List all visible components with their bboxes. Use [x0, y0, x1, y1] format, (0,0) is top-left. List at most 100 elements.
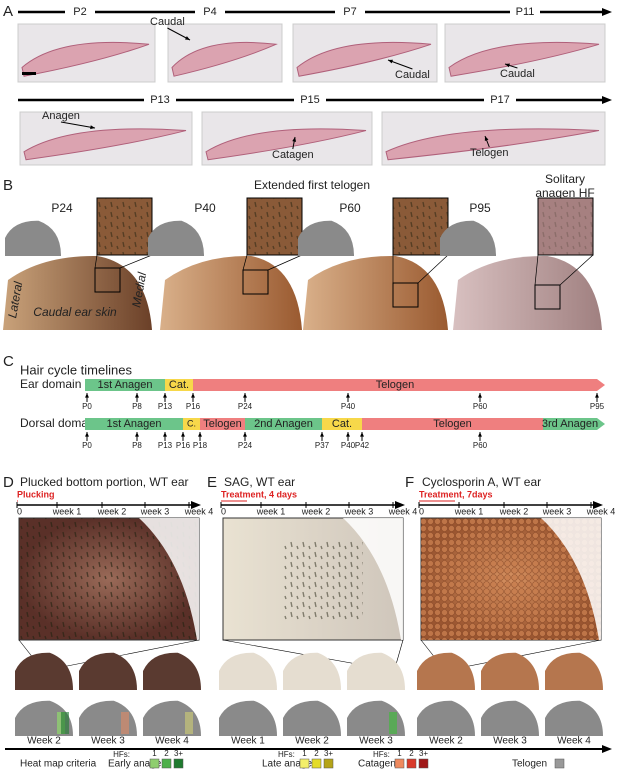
- annotation: Catagen: [272, 149, 314, 161]
- legend-count: 1: [302, 749, 307, 758]
- week-label: week 4: [586, 506, 616, 516]
- tick-label: P24: [238, 441, 253, 450]
- ear-silhouette: [347, 652, 405, 690]
- pointer-head: [346, 393, 350, 398]
- ear-silhouette: [143, 652, 201, 690]
- phase-segment: [543, 418, 605, 430]
- ear-edge: [139, 518, 199, 640]
- week-label: week 3: [344, 506, 374, 516]
- annotation: Anagen: [42, 110, 80, 122]
- tissue-section: [21, 41, 150, 77]
- phase-segment: [183, 418, 205, 430]
- pointer-head: [505, 63, 510, 68]
- heatmap-label: Week 3: [493, 736, 527, 747]
- caption: Caudal ear skin: [33, 305, 117, 319]
- legend-swatch: [394, 758, 405, 769]
- arrow-head: [602, 745, 612, 753]
- ear-silhouette: [545, 700, 603, 736]
- tick-label: P13: [158, 441, 173, 450]
- heatmap-label: Week 4: [557, 736, 591, 747]
- heatmap-spot: [121, 712, 129, 734]
- legend-swatch: [149, 758, 160, 769]
- panel-title: SAG, WT ear: [224, 475, 295, 489]
- panel-letter: A: [3, 3, 13, 20]
- ear-silhouette: [481, 700, 539, 736]
- annotation: Telogen: [470, 147, 509, 159]
- pointer-head: [163, 393, 167, 398]
- pointer-head: [360, 432, 364, 437]
- panel-letter: D: [3, 474, 14, 491]
- tick-label: P24: [238, 402, 253, 411]
- zoom-line: [534, 254, 539, 286]
- skin-photo: [160, 255, 302, 330]
- zoom-box: [94, 267, 121, 293]
- week-label: 0: [419, 506, 424, 516]
- pointer-head: [292, 137, 297, 142]
- zoom-line: [458, 639, 602, 669]
- pointer-head: [163, 432, 167, 437]
- hair-texture: [283, 540, 363, 620]
- timepoint-label: P2: [73, 6, 86, 18]
- ear-silhouette: [545, 652, 603, 690]
- phase-segment: [200, 418, 250, 430]
- phase-label: Cat.: [332, 418, 352, 430]
- phase-segment: [193, 379, 605, 391]
- pointer-head: [85, 393, 89, 398]
- ear-silhouette: [481, 652, 539, 690]
- phase-segment: [165, 379, 198, 391]
- tissue-section: [205, 128, 367, 161]
- timepoint-label: P11: [516, 6, 535, 18]
- arrow-head: [593, 501, 603, 509]
- timepoint-label: P4: [203, 6, 216, 18]
- treatment: Plucking: [17, 489, 55, 499]
- timepoint-label: P95: [469, 201, 491, 215]
- pointer-head: [85, 432, 89, 437]
- phase-segment: [85, 418, 188, 430]
- inset-hairs: [393, 198, 448, 255]
- tissue-section: [448, 41, 600, 77]
- pointer-head: [484, 136, 489, 141]
- skin-photo: [453, 255, 602, 330]
- pointer-head: [90, 125, 95, 130]
- tick-label: P0: [82, 402, 92, 411]
- timepoint-label: P24: [51, 201, 73, 215]
- legend-count: 3+: [419, 749, 428, 758]
- zoom-line: [119, 254, 153, 269]
- inset-hairs: [538, 198, 593, 255]
- tissue-section: [296, 41, 432, 77]
- legend-hfs: HFs:: [113, 750, 130, 759]
- pointer-head: [135, 432, 139, 437]
- panel-letter: F: [405, 474, 414, 491]
- legend-swatch: [173, 758, 184, 769]
- label-bg: [144, 93, 176, 107]
- skin-photo: [3, 255, 152, 330]
- panel-letter: B: [3, 177, 13, 194]
- tick-label: P8: [132, 402, 142, 411]
- pointer-head: [181, 432, 185, 437]
- phase-label: Cat.: [169, 379, 189, 391]
- week-label: 0: [17, 506, 22, 516]
- zoom-box: [242, 269, 269, 295]
- track-label: Dorsal domain: [20, 416, 97, 430]
- legend-count: 2: [164, 749, 169, 758]
- ear-silhouette: [15, 652, 73, 690]
- pointer-head: [320, 432, 324, 437]
- annotation: Caudal: [150, 16, 185, 28]
- pointer-head: [478, 393, 482, 398]
- legend-stage: Late anagen: [262, 759, 318, 770]
- heatmap-label: Week 3: [91, 736, 125, 747]
- pointer-head: [243, 432, 247, 437]
- zoom-line: [56, 639, 200, 669]
- heading: Extended first telogen: [254, 178, 370, 192]
- zoom-box: [392, 282, 419, 308]
- skin-photo: [303, 255, 448, 330]
- zoom-line: [417, 254, 449, 284]
- week-label: week 2: [301, 506, 331, 516]
- timepoint-label: P17: [490, 94, 510, 106]
- ear-edge: [541, 518, 601, 640]
- arrow-head: [395, 501, 405, 509]
- heatmap-label: Week 2: [27, 736, 61, 747]
- legend-swatch: [311, 758, 322, 769]
- panel-title: Cyclosporin A, WT ear: [422, 475, 541, 489]
- pointer-head: [135, 393, 139, 398]
